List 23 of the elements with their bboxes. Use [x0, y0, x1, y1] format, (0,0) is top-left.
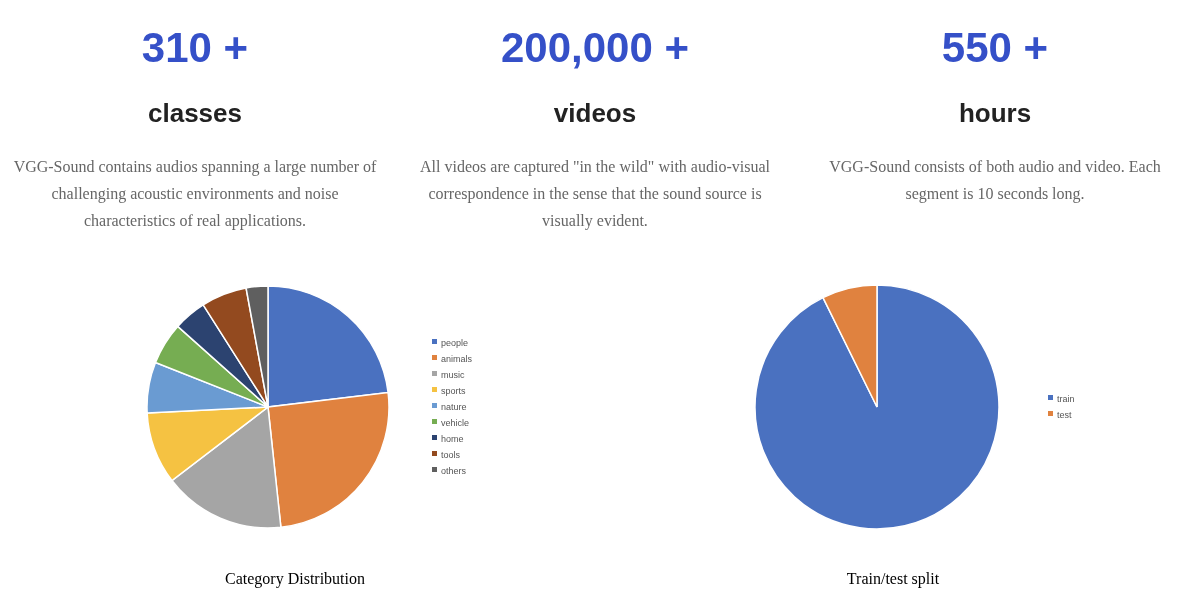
legend-label: train — [1057, 394, 1075, 404]
legend-label: vehicle — [441, 418, 470, 428]
text: 310 + — [141, 24, 249, 71]
legend-label: others — [441, 466, 467, 476]
text: VGG-Sound consists of both audio and video. Each segment is 10 seconds long. — [829, 158, 1161, 203]
text: Category Distribution — [225, 570, 365, 588]
legend-label: sports — [441, 386, 467, 396]
text: Train/test split — [846, 570, 940, 588]
text: 200,000 + — [500, 24, 690, 71]
text: VGG-Sound contains audios spanning a large number of challenging acoustic environments and noise characteristics of real applications. — [13, 158, 378, 230]
legend-label: nature — [441, 402, 467, 412]
legend-label: people — [441, 338, 469, 348]
legend-label: tools — [441, 450, 461, 460]
legend-label: animals — [441, 354, 473, 364]
legend-label: music — [441, 370, 465, 380]
text: hours — [958, 98, 1032, 128]
text: videos — [553, 98, 637, 128]
pie-slice — [754, 284, 1000, 530]
text: classes — [148, 98, 242, 128]
text: All videos are captured "in the wild" with audio-visual correspondence in the sense that the sound source is visually evident. — [420, 158, 771, 230]
text: 550 + — [941, 24, 1049, 71]
legend-label: home — [441, 434, 464, 444]
legend-label: test — [1057, 410, 1073, 420]
